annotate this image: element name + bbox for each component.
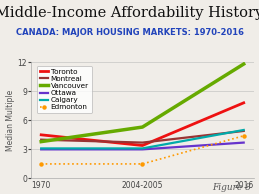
Text: Figure 8: Figure 8	[212, 183, 251, 192]
Y-axis label: Median Multiple: Median Multiple	[6, 90, 15, 151]
Text: CANADA: MAJOR HOUSING MARKETS: 1970-2016: CANADA: MAJOR HOUSING MARKETS: 1970-2016	[16, 28, 243, 37]
Legend: Toronto, Montreal, Vancouver, Ottawa, Calgary, Edmonton: Toronto, Montreal, Vancouver, Ottawa, Ca…	[37, 66, 92, 113]
Text: Middle-Income Affordability History: Middle-Income Affordability History	[0, 6, 259, 20]
